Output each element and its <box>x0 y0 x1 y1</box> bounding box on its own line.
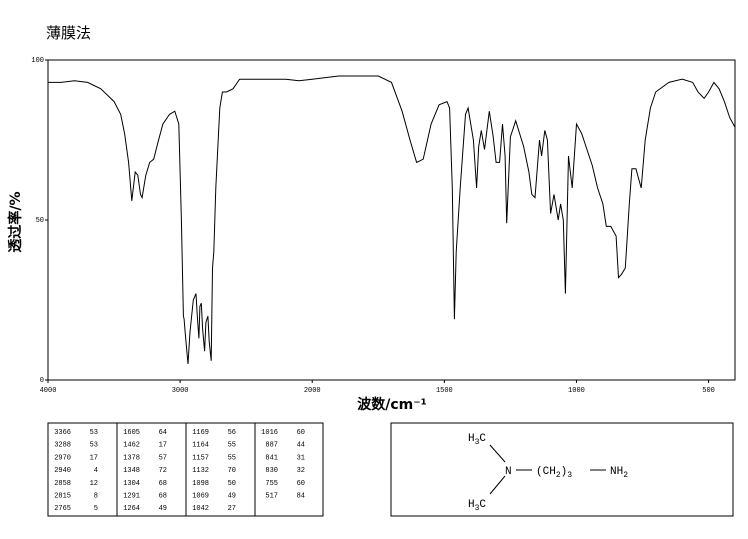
table-cell: 1098 <box>192 480 209 488</box>
peak-table: 3366 53 1605 64 1169 56 1016 60 3288 53 1462 17 1164… <box>54 429 305 513</box>
y-axis-label: 透过率/% <box>7 191 24 252</box>
table-cell: 32 <box>297 467 305 475</box>
table-cell: 55 <box>228 442 236 450</box>
subscript: 2 <box>623 471 628 480</box>
table-cell: 17 <box>90 454 98 462</box>
table-cell: 1157 <box>192 454 209 462</box>
table-cell: 55 <box>228 454 236 462</box>
subscript: 3 <box>567 471 572 480</box>
table-cell: 1291 <box>123 493 140 501</box>
spectrum-line <box>48 75 736 365</box>
table-cell: 17 <box>159 442 167 450</box>
table-cell: 5 <box>94 505 98 513</box>
table-cell: 8 <box>94 493 98 501</box>
table-cell: 27 <box>228 505 236 513</box>
table-cell: 3366 <box>54 429 71 437</box>
table-cell: 1304 <box>123 480 140 488</box>
x-tick-label: 3000 <box>172 387 189 395</box>
table-cell: 60 <box>297 480 305 488</box>
table-cell: 2815 <box>54 493 71 501</box>
structure: H3C H3C N (CH2)3 NH2 <box>468 433 628 513</box>
table-dividers <box>116 423 256 516</box>
atom: C <box>479 433 486 445</box>
y-tick-label: 100 <box>31 57 44 65</box>
x-tick-label: 2000 <box>304 387 321 395</box>
table-cell: 1016 <box>261 429 278 437</box>
table-cell: 44 <box>297 442 305 450</box>
subscript: 3 <box>475 504 480 513</box>
table-cell: 517 <box>265 493 278 501</box>
table-cell: 1348 <box>123 467 140 475</box>
table-cell: 68 <box>159 480 167 488</box>
table-cell: 1378 <box>123 454 140 462</box>
group: ) <box>561 466 568 478</box>
methyl-bottom: H3C <box>468 499 486 513</box>
table-cell: 1042 <box>192 505 209 513</box>
amine: NH2 <box>610 466 628 480</box>
structure-frame <box>390 422 734 517</box>
table-cell: 12 <box>90 480 98 488</box>
x-tick-label: 1000 <box>568 387 585 395</box>
table-cell: 4 <box>94 467 98 475</box>
group: NH <box>610 466 623 478</box>
table-cell: 60 <box>297 429 305 437</box>
table-cell: 49 <box>228 493 236 501</box>
table-cell: 2858 <box>54 480 71 488</box>
table-cell: 1069 <box>192 493 209 501</box>
table-cell: 70 <box>228 467 236 475</box>
x-tick-label: 1500 <box>436 387 453 395</box>
nitrogen: N <box>505 466 512 478</box>
table-cell: 1169 <box>192 429 209 437</box>
atom: C <box>479 499 486 511</box>
table-cell: 57 <box>159 454 167 462</box>
subscript: 2 <box>556 471 561 480</box>
table-cell: 1164 <box>192 442 209 450</box>
table-cell: 755 <box>265 480 278 488</box>
table-cell: 1462 <box>123 442 140 450</box>
subscript: 3 <box>475 438 480 447</box>
table-cell: 31 <box>297 454 305 462</box>
atom: H <box>468 433 475 445</box>
table-cell: 2970 <box>54 454 71 462</box>
methyl-top: H3C <box>468 433 486 447</box>
table-cell: 50 <box>228 480 236 488</box>
x-tick-label: 500 <box>702 387 715 395</box>
y-tick-label: 50 <box>36 217 44 225</box>
table-cell: 49 <box>159 505 167 513</box>
table-cell: 887 <box>265 442 278 450</box>
x-axis-label: 波数/cm⁻¹ <box>357 396 427 413</box>
table-cell: 53 <box>90 442 98 450</box>
y-tick-label: 0 <box>40 377 44 385</box>
table-cell: 830 <box>265 467 278 475</box>
table-cell: 2940 <box>54 467 71 475</box>
group: (CH <box>536 466 556 478</box>
table-cell: 68 <box>159 493 167 501</box>
table-cell: 53 <box>90 429 98 437</box>
table-cell: 1132 <box>192 467 209 475</box>
table-cell: 841 <box>265 454 278 462</box>
atom: H <box>468 499 475 511</box>
table-cell: 56 <box>228 429 236 437</box>
chain: (CH2)3 <box>536 466 572 480</box>
chart-title: 薄膜法 <box>46 24 91 42</box>
table-cell: 64 <box>159 429 167 437</box>
table-cell: 2765 <box>54 505 71 513</box>
table-cell: 1605 <box>123 429 140 437</box>
plot-frame <box>47 59 736 381</box>
table-cell: 72 <box>159 467 167 475</box>
table-cell: 84 <box>297 493 305 501</box>
table-cell: 1264 <box>123 505 140 513</box>
x-tick-label: 4000 <box>40 387 57 395</box>
bonds <box>489 444 606 495</box>
table-cell: 3288 <box>54 442 71 450</box>
